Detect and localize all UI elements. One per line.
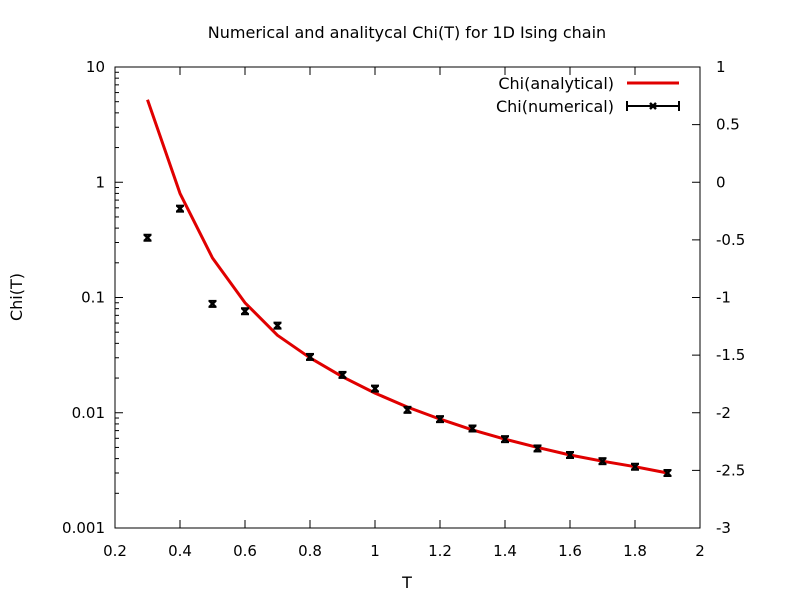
data-point-numerical <box>533 444 542 453</box>
y2-tick-label: -2 <box>716 404 731 422</box>
point-marker <box>241 307 249 316</box>
point-marker <box>631 462 639 471</box>
point-marker <box>501 435 509 444</box>
chart-title: Numerical and analitycal Chi(T) for 1D I… <box>208 23 606 42</box>
data-point-numerical <box>143 233 152 242</box>
legend-swatch-marker <box>649 102 657 110</box>
data-point-numerical <box>598 457 607 466</box>
x-tick-label: 1.4 <box>493 542 517 560</box>
point-marker <box>533 444 542 453</box>
data-point-numerical <box>436 415 444 424</box>
plot-frame <box>114 66 701 529</box>
x-axis-label: T <box>401 573 412 592</box>
y-axis-label: Chi(T) <box>7 273 26 321</box>
data-point-numerical <box>338 370 347 379</box>
legend-label-numerical: Chi(numerical) <box>496 97 614 116</box>
data-point-numerical <box>208 299 217 308</box>
y-tick-label: 0.1 <box>81 289 105 307</box>
point-marker <box>338 371 347 379</box>
point-marker <box>208 300 217 308</box>
y2-tick-label: -0.5 <box>716 231 745 249</box>
x-tick-label: 1.6 <box>558 542 582 560</box>
point-marker <box>176 204 184 213</box>
point-marker <box>306 353 314 361</box>
data-point-numerical <box>566 450 574 459</box>
point-marker <box>143 233 152 242</box>
data-point-numerical <box>176 204 184 213</box>
data-point-numerical <box>468 424 477 433</box>
data-point-numerical <box>631 462 639 471</box>
y2-tick-label: 0.5 <box>716 116 740 134</box>
legend-label-analytical: Chi(analytical) <box>498 74 614 93</box>
x-tick-label: 1.2 <box>428 542 452 560</box>
y2-tick-label: 1 <box>716 58 726 76</box>
point-marker <box>598 457 607 466</box>
point-marker <box>566 451 574 459</box>
data-point-numerical <box>306 352 314 361</box>
point-marker <box>663 469 672 477</box>
x-tick-label: 0.2 <box>103 542 127 560</box>
data-point-numerical <box>501 435 509 444</box>
y2-tick-label: -1 <box>716 289 731 307</box>
y2-tick-label: -2.5 <box>716 461 745 479</box>
y2-tick-label: 0 <box>716 173 726 191</box>
data-point-numerical <box>273 321 282 330</box>
data-point-numerical <box>371 384 379 393</box>
legend: Chi(analytical) Chi(numerical) <box>496 74 680 116</box>
x-tick-label: 1.8 <box>623 542 647 560</box>
data-point-numerical <box>403 405 412 414</box>
point-marker <box>273 321 282 330</box>
x-tick-label: 2 <box>695 542 705 560</box>
x-tick-label: 0.8 <box>298 542 322 560</box>
point-marker <box>371 384 379 393</box>
data-point-numerical <box>663 469 672 478</box>
point-marker <box>468 424 477 433</box>
y-tick-label: 0.001 <box>62 519 105 537</box>
x-tick-label: 0.6 <box>233 542 257 560</box>
series-line-analytical <box>146 99 668 475</box>
y2-tick-label: -1.5 <box>716 346 745 364</box>
point-marker <box>403 405 412 414</box>
y-tick-label: 1 <box>95 173 105 191</box>
data-point-numerical <box>241 307 249 316</box>
y-tick-label: 0.01 <box>72 404 105 422</box>
point-marker <box>436 415 444 424</box>
x-tick-label: 0.4 <box>168 542 192 560</box>
x-tick-label: 1 <box>370 542 380 560</box>
y2-tick-label: -3 <box>716 519 731 537</box>
y-tick-label: 10 <box>86 58 105 76</box>
